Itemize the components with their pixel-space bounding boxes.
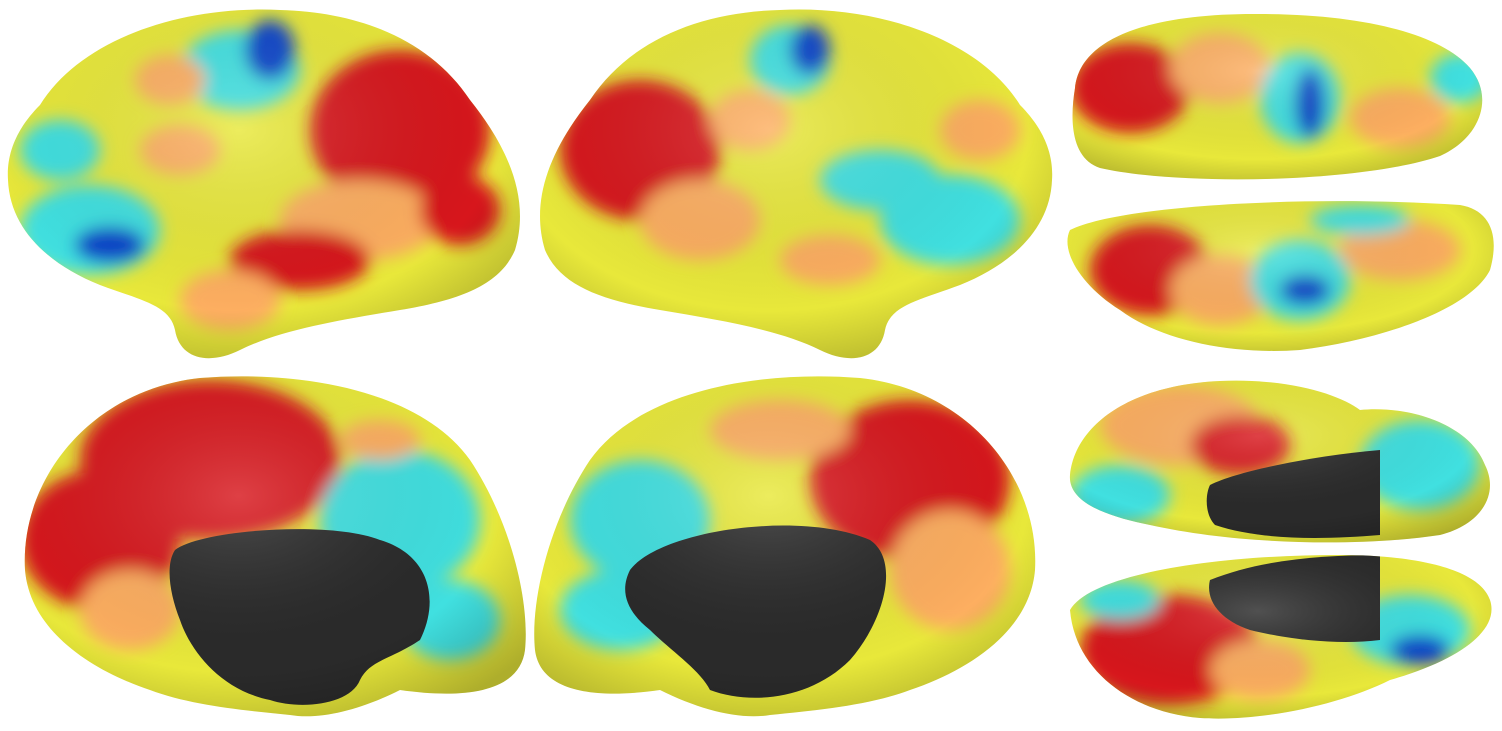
left-lateral-view <box>7 9 520 359</box>
right-medial-view <box>534 376 1036 717</box>
right-lateral-view <box>540 9 1053 359</box>
anterior-medial-view <box>1069 380 1490 543</box>
superior-view <box>1072 13 1483 180</box>
posterior-medial-view <box>1070 555 1492 719</box>
inferior-view <box>1067 201 1494 351</box>
left-medial-view <box>24 376 526 717</box>
